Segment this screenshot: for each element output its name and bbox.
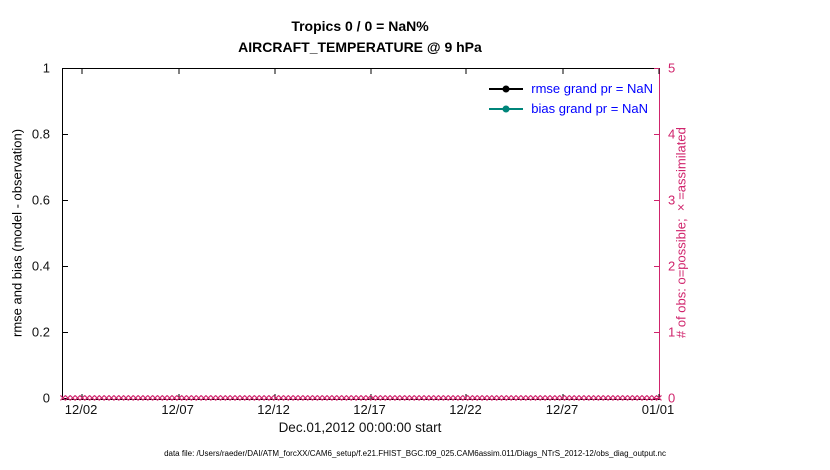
left-tick-label: 0.4 bbox=[31, 258, 50, 274]
x-tick-label: 01/01 bbox=[641, 402, 675, 417]
legend-item: rmse grand pr = NaN bbox=[489, 81, 653, 96]
circle-marker-icon bbox=[502, 85, 510, 92]
x-tick-mark bbox=[658, 69, 660, 74]
x-tick-labels: 12/02 12/07 12/12 12/17 12/22 12/27 01/01 bbox=[62, 400, 674, 418]
x-tick-label: 12/07 bbox=[161, 402, 194, 417]
x-tick-mark bbox=[274, 394, 276, 399]
x-tick-label: 12/17 bbox=[353, 402, 386, 417]
x-tick-mark bbox=[178, 394, 180, 399]
chart-title: Tropics 0 / 0 = NaN% bbox=[291, 18, 429, 34]
x-tick-mark bbox=[178, 69, 180, 74]
left-tick-label: 0.6 bbox=[31, 192, 50, 208]
x-tick-mark bbox=[274, 69, 276, 74]
x-tick-mark bbox=[81, 69, 83, 74]
right-tick-label: 2 bbox=[668, 258, 676, 274]
x-tick-label: 12/12 bbox=[257, 402, 290, 417]
x-tick-mark bbox=[562, 394, 564, 399]
rmse-line-swatch bbox=[489, 84, 524, 93]
x-tick-mark bbox=[465, 69, 467, 74]
data-file-caption: data file: /Users/raeder/DAI/ATM_forcXX/… bbox=[164, 449, 666, 458]
x-tick-label: 12/22 bbox=[449, 402, 482, 417]
right-tick-label: 5 bbox=[668, 60, 676, 76]
left-tick-mark bbox=[63, 68, 68, 69]
circle-marker-icon bbox=[502, 105, 510, 112]
right-tick-mark bbox=[654, 68, 659, 69]
left-tick-mark bbox=[63, 266, 68, 267]
right-tick-mark bbox=[654, 200, 659, 201]
right-tick-labels: 0 1 2 3 4 5 bbox=[661, 61, 701, 406]
x-tick-label: 12/27 bbox=[545, 402, 579, 417]
x-tick-mark bbox=[465, 394, 467, 399]
right-tick-label: 1 bbox=[668, 324, 676, 340]
x-tick-label: 12/02 bbox=[64, 402, 98, 417]
left-tick-mark bbox=[63, 332, 68, 333]
x-axis-label: Dec.01,2012 00:00:00 start bbox=[278, 420, 442, 435]
right-tick-mark bbox=[654, 332, 659, 333]
plot-area: rmse grand pr = NaN bias grand pr = NaN … bbox=[59, 68, 663, 404]
right-tick-label: 4 bbox=[668, 126, 676, 142]
right-tick-mark bbox=[654, 134, 659, 135]
x-tick-mark bbox=[562, 69, 564, 74]
left-tick-mark bbox=[63, 134, 68, 135]
x-tick-mark bbox=[370, 69, 372, 74]
right-tick-label: 0 bbox=[668, 390, 676, 406]
left-tick-label: 0.2 bbox=[31, 324, 50, 340]
bias-line-swatch bbox=[489, 104, 524, 113]
right-tick-label: 3 bbox=[668, 192, 676, 208]
right-tick-mark bbox=[654, 398, 659, 399]
chart-title-block: Tropics 0 / 0 = NaN% AIRCRAFT_TEMPERATUR… bbox=[62, 16, 658, 58]
right-tick-mark bbox=[654, 266, 659, 267]
x-tick-mark bbox=[658, 394, 660, 399]
x-tick-mark bbox=[81, 394, 83, 399]
left-tick-mark bbox=[63, 398, 68, 399]
left-tick-label: 0.8 bbox=[31, 126, 50, 142]
x-tick-mark bbox=[370, 394, 372, 399]
legend-item: bias grand pr = NaN bbox=[489, 101, 653, 116]
left-tick-mark bbox=[63, 200, 68, 201]
legend: rmse grand pr = NaN bias grand pr = NaN bbox=[489, 81, 653, 116]
legend-item-label: bias grand pr = NaN bbox=[531, 101, 648, 116]
left-tick-label: 0 bbox=[42, 390, 50, 406]
left-tick-labels: 0 0.2 0.4 0.6 0.8 1 bbox=[0, 61, 54, 406]
legend-item-label: rmse grand pr = NaN bbox=[531, 81, 653, 96]
left-tick-label: 1 bbox=[42, 60, 50, 76]
chart-subtitle: AIRCRAFT_TEMPERATURE @ 9 hPa bbox=[238, 39, 482, 55]
